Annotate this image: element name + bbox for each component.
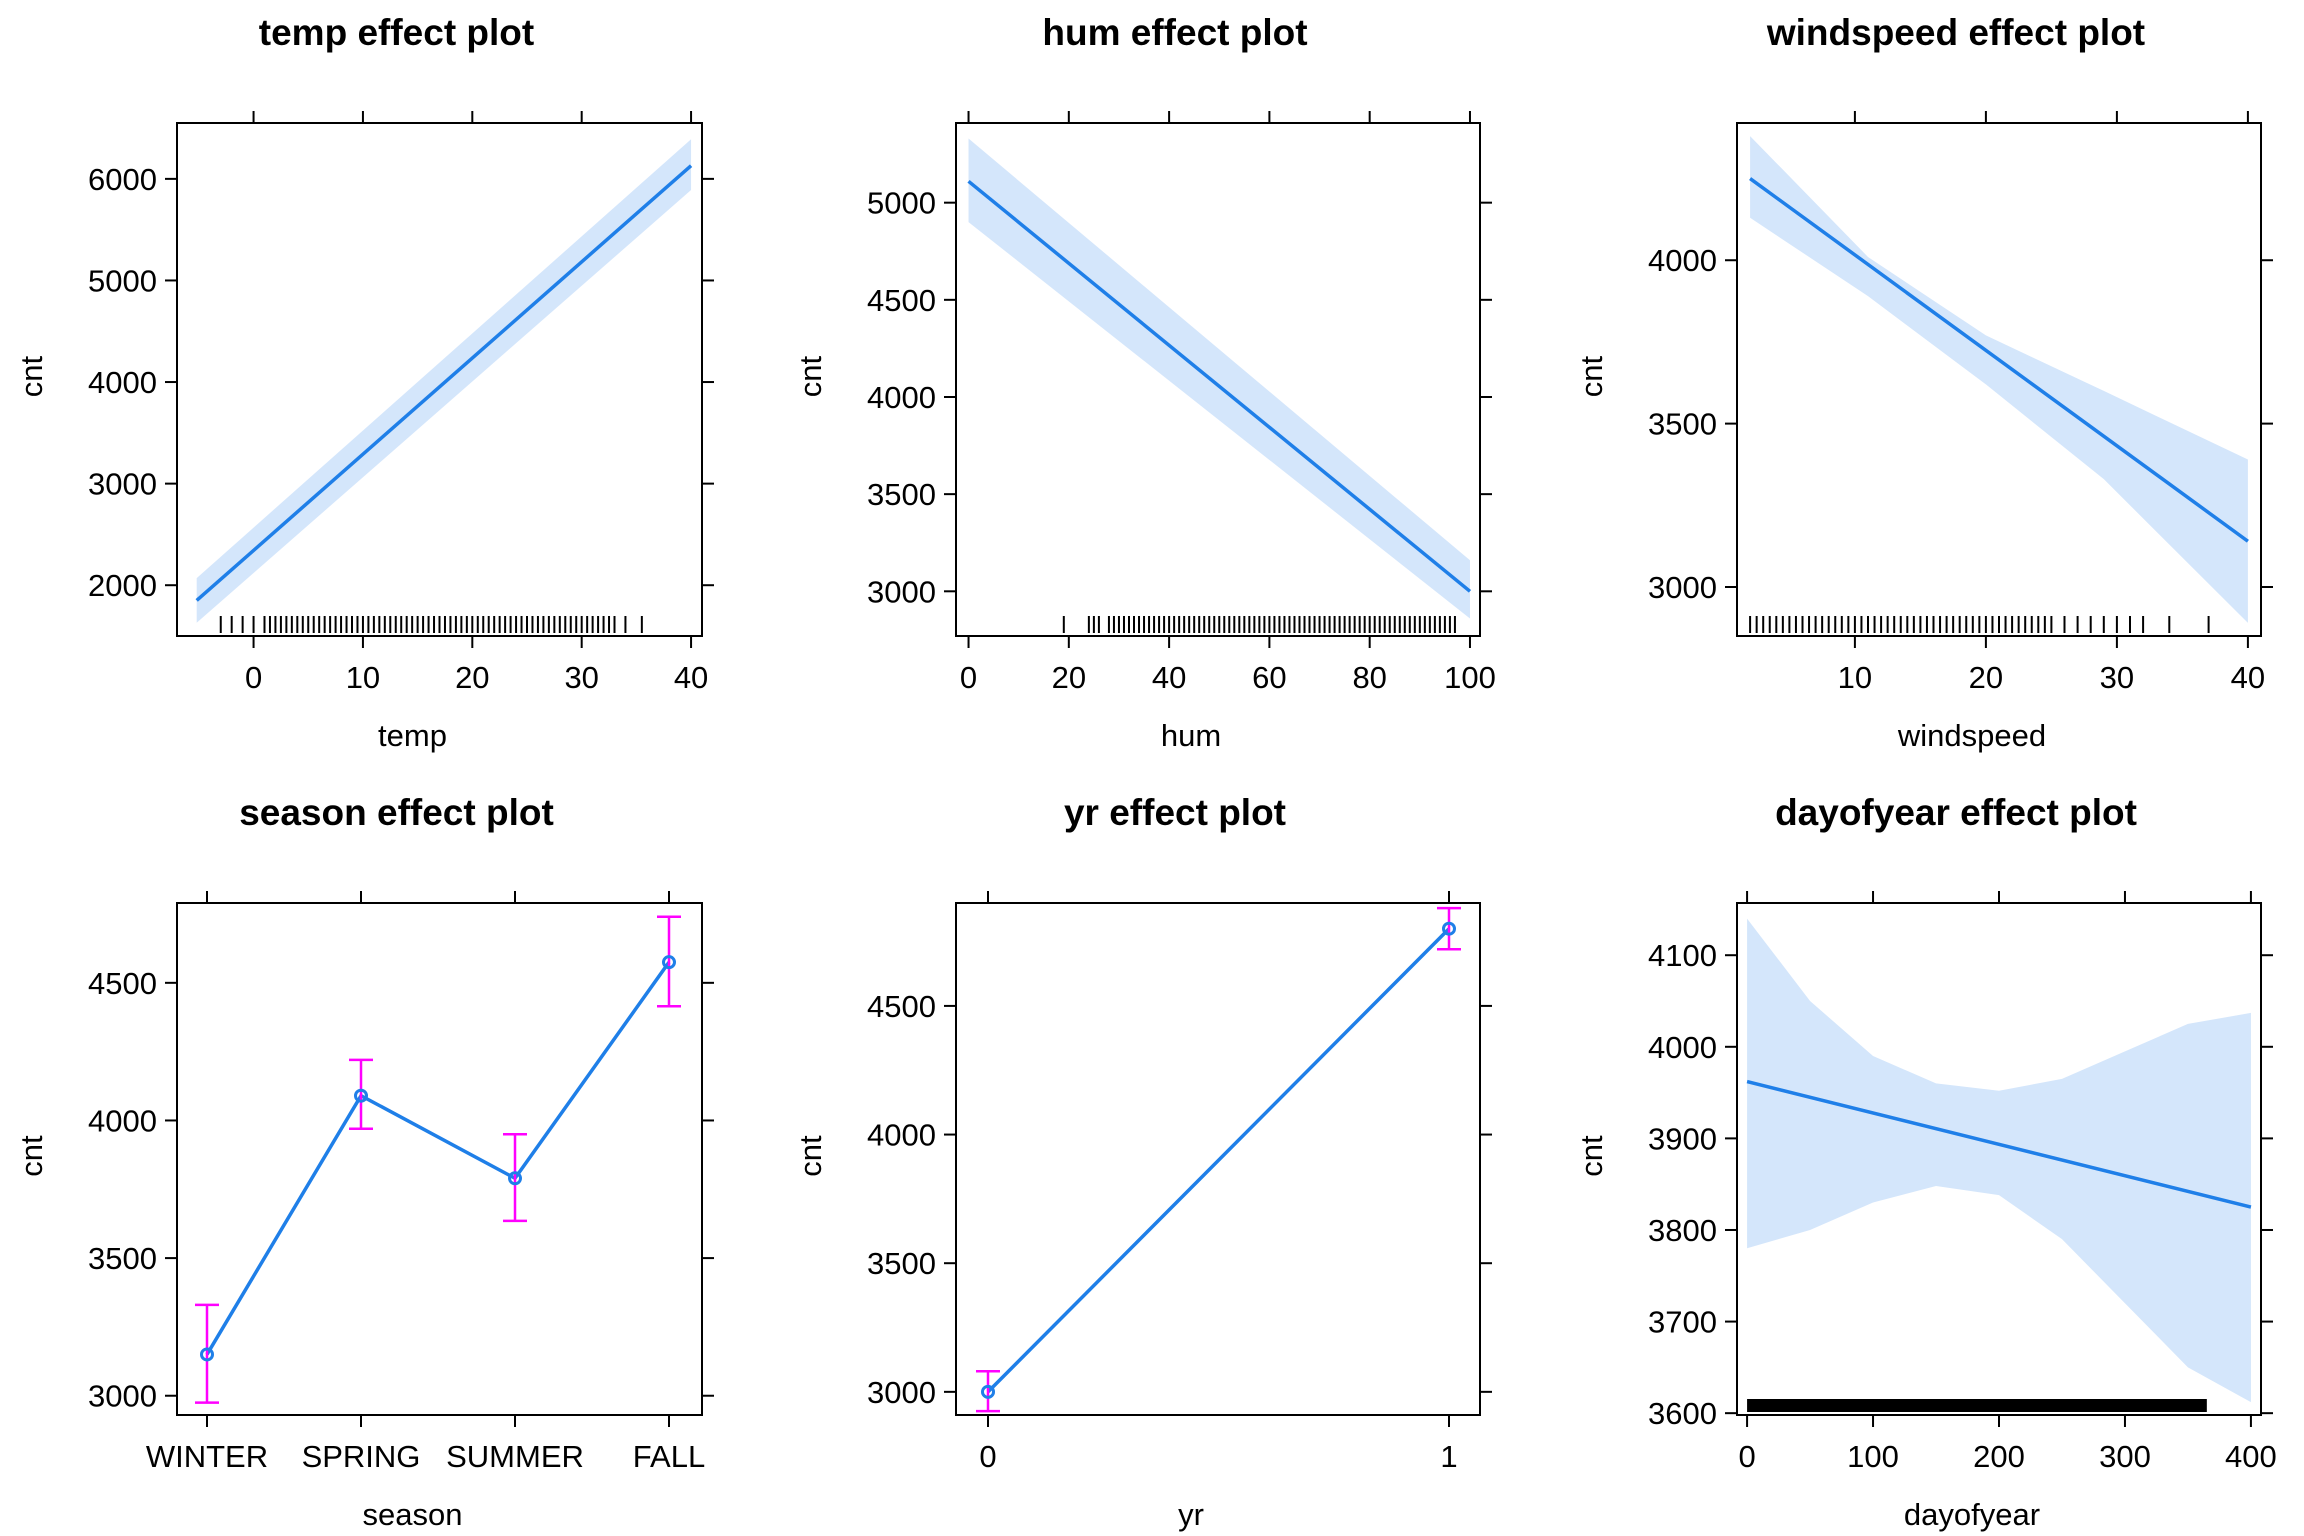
y-axis-label: cnt — [1574, 1135, 1609, 1177]
x-tick-label: 200 — [1973, 1439, 2025, 1474]
effect-point — [508, 1171, 522, 1186]
effect-panel-windspeed: windspeed effect plot 10 20 30 40 3000 3500 400… — [1574, 12, 2273, 753]
x-tick-label: 400 — [2225, 1439, 2277, 1474]
y-tick-label: 4000 — [88, 1103, 157, 1138]
confidence-band — [968, 138, 1470, 619]
x-tick-label: 60 — [1252, 660, 1286, 695]
panel-title: season effect plot — [239, 792, 554, 833]
x-tick-label: SUMMER — [446, 1439, 584, 1474]
effect-line — [986, 927, 1451, 1394]
y-tick-label: 3000 — [1648, 570, 1717, 605]
y-tick-label: 4000 — [1648, 1030, 1717, 1065]
x-tick-label: 20 — [1969, 660, 2003, 695]
panel-title: temp effect plot — [259, 12, 534, 53]
y-tick-label: 4000 — [867, 380, 936, 415]
y-tick-label: 3000 — [867, 1375, 936, 1410]
effect-point — [354, 1088, 368, 1103]
panel-title: yr effect plot — [1064, 792, 1286, 833]
x-axis-label: season — [363, 1497, 463, 1532]
confidence-band — [1750, 136, 2248, 623]
effect-line — [195, 164, 693, 602]
x-tick-label: 80 — [1352, 660, 1386, 695]
y-axis-label: cnt — [14, 1135, 49, 1177]
panel-frame — [1736, 122, 2262, 637]
x-axis-label: temp — [378, 718, 447, 753]
y-tick-label: 5000 — [867, 186, 936, 221]
y-tick-label: 4000 — [88, 365, 157, 400]
x-axis-label: windspeed — [1897, 718, 2046, 753]
effect-panel-temp: temp effect plot 0 10 20 30 40 2000 3000 4000 500… — [14, 12, 714, 753]
x-tick-label: 30 — [564, 660, 598, 695]
effect-point — [1442, 921, 1456, 936]
x-tick-label: FALL — [633, 1439, 705, 1474]
effect-line — [205, 961, 671, 1356]
x-tick-label: 40 — [2231, 660, 2265, 695]
y-tick-label: 4000 — [867, 1118, 936, 1153]
y-tick-label: 3700 — [1648, 1305, 1717, 1340]
x-tick-label: 1 — [1440, 1439, 1457, 1474]
y-tick-label: 4100 — [1648, 938, 1717, 973]
x-tick-label: 10 — [1838, 660, 1872, 695]
y-axis-label: cnt — [1574, 355, 1609, 397]
y-tick-label: 4000 — [1648, 243, 1717, 278]
x-tick-label: 10 — [346, 660, 380, 695]
y-tick-label: 6000 — [88, 162, 157, 197]
effect-line — [1746, 1079, 2252, 1209]
x-tick-label: WINTER — [146, 1439, 268, 1474]
x-tick-label: 100 — [1444, 660, 1496, 695]
x-tick-label: 0 — [1738, 1439, 1755, 1474]
x-axis-label: yr — [1178, 1497, 1204, 1532]
y-tick-label: 4500 — [867, 989, 936, 1024]
y-tick-label: 4500 — [867, 283, 936, 318]
effect-panel-dayofyear: dayofyear effect plot 0 100 200 300 400 3600 37… — [1574, 792, 2277, 1532]
rug-strip — [1747, 1399, 2207, 1412]
y-tick-label: 5000 — [88, 263, 157, 298]
x-tick-label: 0 — [960, 660, 977, 695]
panel-frame — [955, 122, 1481, 637]
y-axis-label: cnt — [793, 1135, 828, 1177]
y-tick-label: 3500 — [867, 477, 936, 512]
effect-point — [662, 955, 676, 970]
y-tick-label: 3500 — [88, 1241, 157, 1276]
effect-point — [200, 1347, 214, 1362]
x-tick-label: 0 — [979, 1439, 996, 1474]
x-tick-label: 40 — [674, 660, 708, 695]
y-tick-label: 3600 — [1648, 1396, 1717, 1431]
y-tick-label: 3000 — [88, 1379, 157, 1414]
x-tick-label: 20 — [455, 660, 489, 695]
y-tick-label: 3500 — [1648, 407, 1717, 442]
effect-line — [1749, 177, 2249, 543]
effect-point — [981, 1384, 995, 1399]
effect-panel-yr: yr effect plot 0 1 3000 3500 4000 4500 yr cnt — [793, 792, 1492, 1532]
panel-frame — [955, 902, 1481, 1416]
effect-panel-season: season effect plot WINTER SPRING SUMMER FALL… — [14, 792, 714, 1532]
y-axis-label: cnt — [14, 355, 49, 397]
x-tick-label: 100 — [1847, 1439, 1899, 1474]
x-tick-label: 0 — [245, 660, 262, 695]
y-tick-label: 2000 — [88, 568, 157, 603]
effect-panel-hum: hum effect plot 0 20 40 60 80 100 3000 3500 4000 4… — [793, 12, 1496, 753]
panel-title: windspeed effect plot — [1766, 12, 2145, 53]
y-axis-label: cnt — [793, 355, 828, 397]
y-tick-label: 3500 — [867, 1246, 936, 1281]
panel-frame — [176, 122, 703, 637]
panel-title: dayofyear effect plot — [1775, 792, 2137, 833]
y-tick-label: 3900 — [1648, 1121, 1717, 1156]
x-tick-label: 20 — [1052, 660, 1086, 695]
effect-line — [967, 179, 1472, 593]
panel-title: hum effect plot — [1042, 12, 1307, 53]
x-axis-label: dayofyear — [1904, 1497, 2040, 1532]
x-tick-label: 300 — [2099, 1439, 2151, 1474]
y-tick-label: 3800 — [1648, 1213, 1717, 1248]
panel-frame — [176, 902, 703, 1416]
x-axis-label: hum — [1161, 718, 1221, 753]
x-tick-label: 40 — [1152, 660, 1186, 695]
confidence-band — [1747, 918, 2251, 1403]
y-tick-label: 3000 — [867, 574, 936, 609]
y-tick-label: 3000 — [88, 467, 157, 502]
x-tick-label: 30 — [2100, 660, 2134, 695]
y-tick-label: 4500 — [88, 966, 157, 1001]
x-tick-label: SPRING — [302, 1439, 421, 1474]
